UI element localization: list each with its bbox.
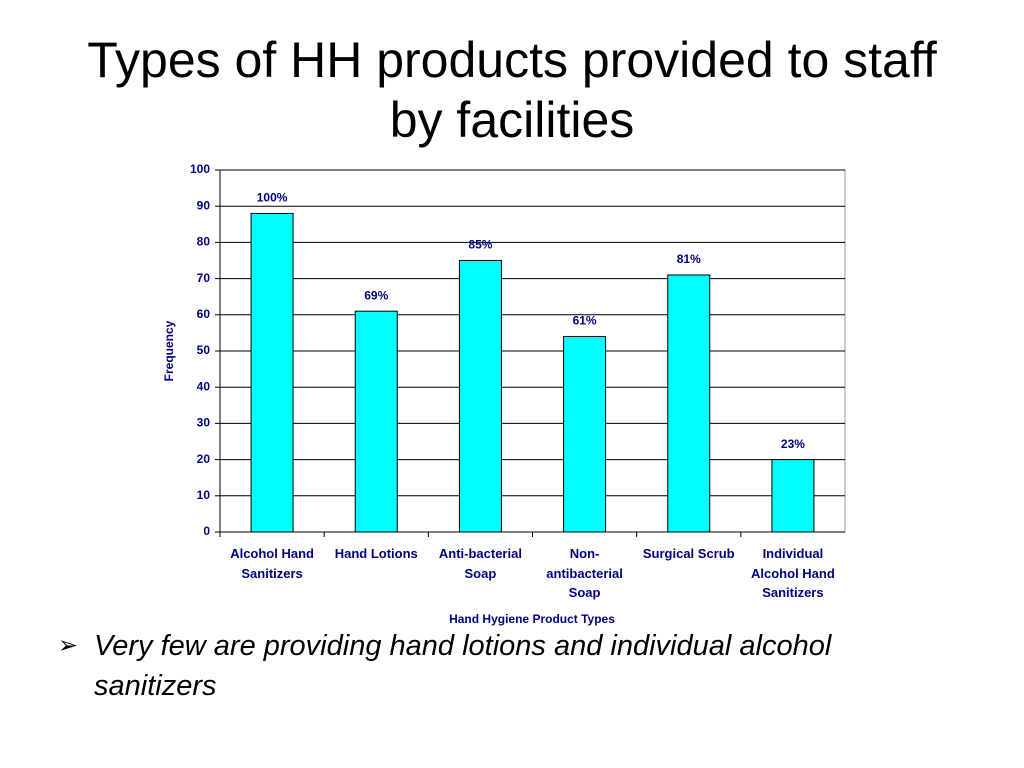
y-tick-label: 60 [197,307,211,321]
bar [563,336,607,533]
x-tick-label: Surgical Scrub [642,546,735,561]
bar-annotation: 85% [468,238,492,252]
y-tick-label: 90 [197,198,211,212]
bar-annotation: 100% [257,191,288,205]
y-tick-label: 10 [197,488,211,502]
y-tick-label: 50 [197,343,211,357]
y-axis-title: Frequency [162,320,176,381]
y-tick-label: 40 [197,379,211,393]
x-tick-label: Alcohol Hand Sanitizers [230,546,314,581]
y-tick-label: 0 [203,524,210,538]
bullet-icon: ➢ [58,632,79,659]
bar [771,459,815,533]
bar [667,274,711,533]
bar-annotation: 61% [573,314,597,328]
bar-annotation: 81% [677,252,701,266]
y-tick-label: 80 [197,235,211,249]
bar-annotation: 23% [781,437,805,451]
bar [250,212,294,533]
x-tick-label: Non-antibacterial Soap [546,546,623,600]
y-tick-label: 30 [197,416,211,430]
bar [458,260,502,533]
x-tick-label: Individual Alcohol Hand Sanitizers [751,546,835,600]
slide-title: Types of HH products provided to staff b… [87,32,937,148]
x-tick-label: Anti-bacterial Soap [438,546,522,581]
y-tick-label: 100 [190,162,210,176]
bullet-item: ➢ Very few are providing hand lotions and… [58,626,878,706]
x-axis-title: Hand Hygiene Product Types [449,612,615,626]
bar-annotation: 69% [364,288,388,302]
bar [354,310,398,533]
x-tick-label: Hand Lotions [334,546,418,561]
y-tick-label: 70 [197,271,211,285]
y-tick-label: 20 [197,452,211,466]
bullet-text: Very few are providing hand lotions and … [94,630,832,702]
